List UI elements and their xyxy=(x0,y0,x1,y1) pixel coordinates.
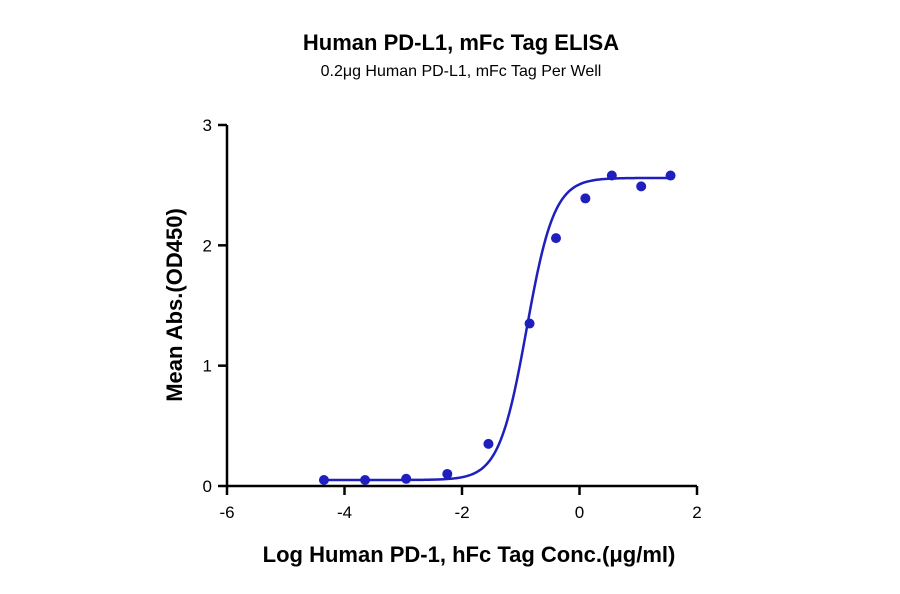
y-axis-label: Mean Abs.(OD450) xyxy=(162,208,187,402)
x-tick-label: -6 xyxy=(219,503,234,522)
y-tick-label: 2 xyxy=(203,236,212,255)
data-point xyxy=(524,318,535,329)
y-tick-label: 0 xyxy=(203,477,212,496)
y-tick-label: 3 xyxy=(203,116,212,135)
y-tick-label: 1 xyxy=(203,357,212,376)
data-point xyxy=(442,468,453,479)
data-point xyxy=(483,438,494,449)
chart-title: Human PD-L1, mFc Tag ELISA xyxy=(303,30,619,55)
data-point xyxy=(636,181,647,192)
data-point xyxy=(580,193,591,204)
data-point xyxy=(606,170,617,181)
chart-subtitle: 0.2μg Human PD-L1, mFc Tag Per Well xyxy=(321,63,602,80)
axes: -6 -4 -2 0 2 0 1 2 3 xyxy=(203,116,702,522)
x-tick-label: -4 xyxy=(337,503,352,522)
data-point xyxy=(551,233,561,244)
data-point xyxy=(360,474,371,485)
data-point xyxy=(401,473,412,484)
fit-curve-layer xyxy=(323,176,671,482)
x-tick-label: 0 xyxy=(575,503,584,522)
data-point xyxy=(318,474,329,485)
data-points-layer xyxy=(318,170,676,485)
x-tick-label: -2 xyxy=(454,503,469,522)
x-tick-label: 2 xyxy=(692,503,701,522)
data-point xyxy=(665,170,676,181)
fit-curve xyxy=(323,176,671,482)
x-axis-label: Log Human PD-1, hFc Tag Conc.(μg/ml) xyxy=(263,542,676,567)
